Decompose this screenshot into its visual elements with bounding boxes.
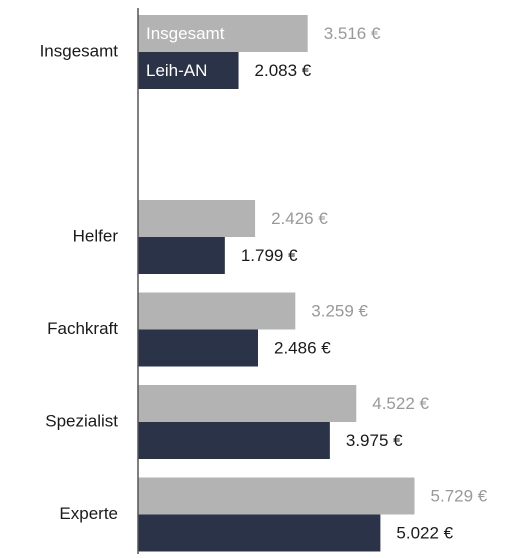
category-label: Spezialist	[45, 411, 118, 430]
value-label: 3.259 €	[311, 301, 368, 320]
value-label: 1.799 €	[241, 246, 298, 265]
category-label: Insgesamt	[40, 41, 119, 60]
bar	[138, 422, 330, 459]
category-label: Helfer	[73, 226, 119, 245]
value-label: 3.516 €	[324, 24, 381, 43]
value-label: 2.083 €	[255, 61, 312, 80]
value-label: 5.022 €	[396, 523, 453, 542]
value-label: 3.975 €	[346, 431, 403, 450]
bar	[138, 514, 381, 552]
category-label: Fachkraft	[47, 319, 118, 338]
legend-label: Leih-AN	[146, 61, 207, 80]
bar	[138, 200, 256, 237]
legend-label: Insgesamt	[146, 24, 225, 43]
value-label: 5.729 €	[431, 486, 488, 505]
bar	[138, 15, 308, 52]
bar	[138, 385, 357, 422]
bar	[138, 329, 258, 367]
value-label: 2.426 €	[271, 209, 328, 228]
bar	[138, 477, 415, 515]
bar	[138, 52, 239, 89]
value-label: 2.486 €	[274, 338, 331, 357]
bar	[138, 292, 296, 330]
value-label: 4.522 €	[372, 394, 429, 413]
category-label: Experte	[59, 504, 118, 523]
bar	[138, 237, 225, 274]
